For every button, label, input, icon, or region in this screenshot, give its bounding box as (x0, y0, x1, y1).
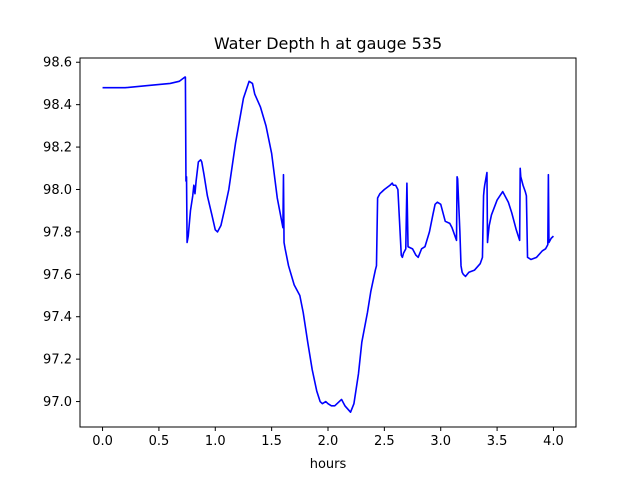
plot-area: 0.0 0.5 1.0 1.5 2.0 2.5 3.0 3.5 4.0 97.0 97.2 97.4 9… (43, 56, 577, 449)
x-tick-label: 3.5 (487, 434, 508, 449)
x-tick-label: 1.0 (205, 434, 226, 449)
x-tick-label: 3.0 (430, 434, 451, 449)
x-tick-label: 0.5 (149, 434, 170, 449)
y-tick-label: 97.8 (43, 225, 72, 240)
x-tick-label: 4.0 (543, 434, 564, 449)
y-tick-label: 98.6 (43, 56, 72, 71)
y-tick-label: 97.2 (43, 353, 72, 368)
y-tick-label: 97.4 (43, 310, 72, 325)
y-tick-label: 98.2 (43, 141, 72, 156)
y-tick-label: 97.0 (43, 395, 72, 410)
x-tick-label: 0.0 (92, 434, 113, 449)
y-tick-label: 98.4 (43, 98, 72, 113)
x-axis-label: hours (310, 457, 347, 472)
series-line-0 (102, 76, 554, 413)
x-tick-label: 2.0 (318, 434, 339, 449)
x-tick-label: 2.5 (374, 434, 395, 449)
x-tick-label: 1.5 (261, 434, 282, 449)
y-tick-label: 98.0 (43, 183, 72, 198)
y-tick-label: 97.6 (43, 268, 72, 283)
chart-title: Water Depth h at gauge 535 (214, 34, 442, 53)
